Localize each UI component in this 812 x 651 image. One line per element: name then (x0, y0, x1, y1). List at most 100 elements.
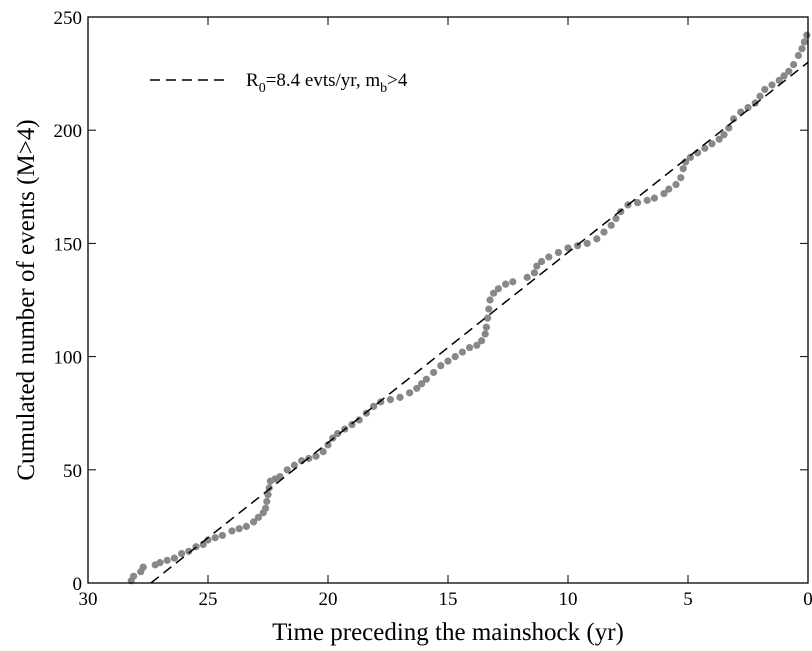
data-point (564, 244, 572, 252)
data-point (612, 214, 620, 223)
data-point (163, 556, 171, 564)
data-point (785, 67, 793, 75)
data-point (768, 81, 776, 89)
data-point (583, 239, 591, 247)
data-point (386, 396, 394, 404)
data-point (744, 103, 752, 112)
data-point (406, 389, 414, 397)
data-point (482, 323, 490, 331)
data-point (672, 180, 680, 189)
data-point (502, 280, 510, 288)
data-point (283, 466, 291, 474)
data-point (523, 273, 531, 281)
data-point (458, 348, 466, 356)
data-point (798, 45, 806, 53)
legend-label-part: b (380, 81, 387, 96)
y-tick-label: 50 (63, 461, 82, 482)
data-point (430, 368, 438, 377)
data-point (593, 235, 601, 243)
x-tick-label: 10 (559, 589, 578, 610)
data-point (319, 448, 327, 456)
fit-line (150, 61, 809, 584)
y-axis-label: Cumulated number of events (M>4) (13, 119, 40, 480)
data-point (418, 380, 426, 388)
data-point (170, 554, 178, 562)
data-point (660, 189, 668, 198)
legend-label-part: R (246, 70, 259, 91)
data-point (756, 92, 764, 100)
data-point (790, 60, 798, 69)
data-point (486, 296, 494, 304)
data-point (720, 131, 728, 139)
data-point (156, 559, 164, 567)
data-point (484, 314, 492, 322)
data-point (538, 257, 546, 266)
data-point (481, 330, 489, 338)
data-point (708, 140, 716, 148)
data-point (263, 497, 271, 506)
data-point (650, 194, 659, 202)
x-tick-label: 25 (199, 589, 218, 610)
x-tick-label: 0 (803, 589, 812, 610)
data-point (533, 262, 541, 270)
y-tick-label: 150 (54, 234, 83, 255)
x-tick-label: 5 (683, 589, 693, 610)
data-point (290, 461, 298, 469)
data-point (494, 285, 502, 293)
data-point (725, 124, 733, 132)
data-point (679, 165, 687, 173)
x-axis-label: Time preceding the mainshock (yr) (272, 619, 624, 646)
data-point (130, 572, 138, 580)
data-point (600, 228, 608, 236)
data-point (262, 504, 270, 512)
data-point (204, 536, 212, 544)
y-tick-label: 0 (73, 574, 83, 595)
data-point (312, 452, 320, 460)
data-point (228, 527, 236, 535)
data-point (607, 221, 615, 229)
data-point (473, 341, 481, 349)
data-point (686, 153, 695, 161)
x-tick-label: 15 (439, 589, 458, 610)
data-point (250, 518, 258, 526)
data-point (677, 174, 685, 182)
data-point (545, 253, 553, 261)
data-point (794, 51, 803, 60)
data-point (242, 522, 250, 531)
data-point (490, 289, 498, 297)
data-point (451, 353, 459, 361)
data-point (235, 525, 243, 533)
data-point (775, 76, 783, 84)
data-point (665, 185, 673, 193)
data-point (761, 85, 769, 94)
y-tick-label: 200 (54, 121, 83, 142)
data-point (422, 375, 430, 383)
legend-label-part: 0 (259, 81, 266, 96)
data-point (715, 135, 723, 143)
data-point (643, 196, 651, 204)
data-point (437, 362, 445, 370)
data-point (803, 31, 811, 39)
data-point (509, 278, 517, 286)
legend-label-part: >4 (387, 70, 408, 91)
data-point (466, 343, 474, 352)
data-point (485, 305, 493, 313)
data-point (800, 38, 809, 46)
data-point (334, 429, 342, 438)
data-point (701, 144, 709, 152)
data-point (634, 199, 642, 207)
data-point (780, 72, 788, 80)
data-point (530, 269, 539, 277)
x-tick-label: 30 (79, 589, 98, 610)
data-point (264, 491, 272, 499)
x-tick-label: 20 (319, 589, 338, 610)
data-point (211, 534, 219, 542)
plot-frame (87, 16, 809, 584)
y-tick-label: 100 (54, 348, 83, 369)
data-point (444, 357, 452, 365)
data-point (178, 549, 186, 558)
data-point (355, 416, 363, 424)
legend-label-part: =8.4 evts/yr, m (266, 70, 381, 91)
data-point (324, 441, 332, 449)
